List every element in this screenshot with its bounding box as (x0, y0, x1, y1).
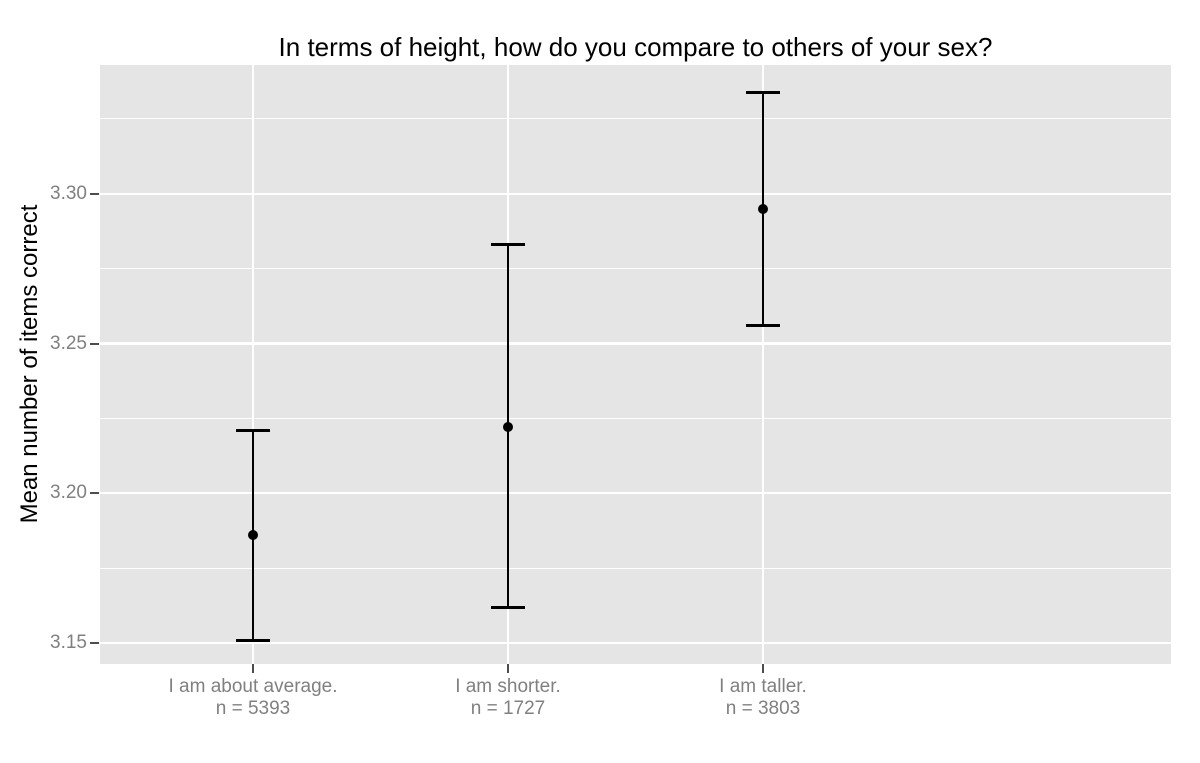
x-category-n-label: n = 5393 (215, 698, 291, 719)
x-tick-mark (252, 664, 254, 673)
mean-point (248, 530, 258, 541)
y-tick-label: 3.20 (50, 482, 87, 504)
major-gridline (100, 342, 1171, 345)
y-tick-mark (90, 642, 99, 644)
x-tick-mark (507, 664, 509, 673)
y-tick-label: 3.15 (50, 632, 87, 653)
major-gridline (100, 192, 1171, 195)
y-tick-mark (90, 342, 99, 345)
x-tick-label: I am shorter. n = 1727 (338, 676, 678, 720)
minor-gridline (100, 567, 1171, 569)
x-category-label: I am shorter. (455, 676, 561, 697)
minor-gridline (100, 268, 1171, 270)
x-category-n-label: n = 3803 (725, 698, 801, 719)
category-gridline (761, 65, 765, 664)
mean-point (503, 422, 513, 433)
major-gridline (100, 641, 1171, 645)
y-tick-mark (90, 492, 99, 495)
x-tick-label: I am taller. n = 3803 (593, 676, 933, 720)
error-bar-cap-bottom (746, 324, 780, 328)
major-gridline (100, 492, 1171, 495)
error-bar-cap-top (236, 428, 270, 432)
chart-title: In terms of height, how do you compare t… (278, 32, 993, 62)
error-bar-cap-bottom (236, 638, 270, 642)
error-bar-cap-bottom (491, 605, 525, 609)
plot-panel (100, 65, 1171, 664)
x-category-label: I am about average. (168, 676, 338, 697)
x-category-n-label: n = 1727 (470, 698, 546, 719)
minor-gridline (100, 118, 1171, 120)
y-tick-label: 3.30 (50, 182, 87, 204)
y-tick-label: 3.25 (50, 332, 87, 354)
y-tick-mark (90, 192, 99, 195)
error-bar-cap-top (746, 90, 780, 94)
mean-point (758, 203, 768, 214)
x-category-label: I am taller. (719, 676, 807, 697)
x-tick-label: I am about average. n = 5393 (83, 676, 423, 720)
minor-gridline (100, 417, 1171, 419)
category-gridline (251, 65, 255, 664)
x-tick-mark (762, 664, 764, 673)
error-bar-cap-top (491, 243, 525, 247)
